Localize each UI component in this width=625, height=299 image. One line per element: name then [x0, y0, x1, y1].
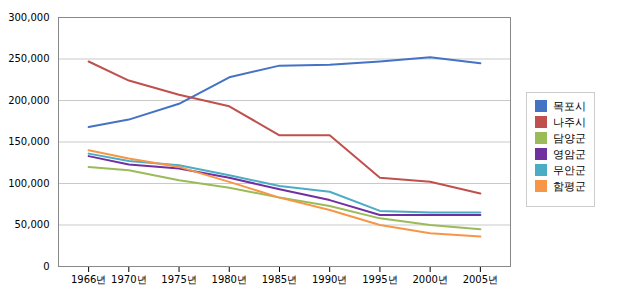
svg-text:1990년: 1990년 — [312, 274, 347, 285]
svg-text:1966년: 1966년 — [71, 274, 106, 285]
html-text:목포시: 목포시 — [552, 99, 586, 113]
svg-text:100,000: 100,000 — [8, 178, 49, 189]
svg-text:250,000: 250,000 — [8, 53, 49, 64]
svg-text:1980년: 1980년 — [212, 274, 247, 285]
svg-text:1975년: 1975년 — [161, 274, 196, 285]
svg-text:150,000: 150,000 — [8, 136, 49, 147]
html-text:나주시: 나주시 — [552, 115, 586, 129]
svg-text:50,000: 50,000 — [15, 219, 50, 230]
html-text:영암군: 영암군 — [552, 147, 586, 161]
html-text:함평군: 함평군 — [552, 179, 586, 193]
svg-text:300,000: 300,000 — [8, 12, 49, 23]
svg-text:0: 0 — [43, 261, 49, 272]
html-text:무안군: 무안군 — [552, 163, 586, 177]
svg-text:200,000: 200,000 — [8, 95, 49, 106]
html-text:담양군: 담양군 — [552, 131, 586, 145]
svg-text:1985년: 1985년 — [262, 274, 297, 285]
svg-text:1995년: 1995년 — [362, 274, 397, 285]
svg-text:2000년: 2000년 — [412, 274, 447, 285]
svg-text:1970년: 1970년 — [111, 274, 146, 285]
svg-text:2005년: 2005년 — [463, 274, 498, 285]
